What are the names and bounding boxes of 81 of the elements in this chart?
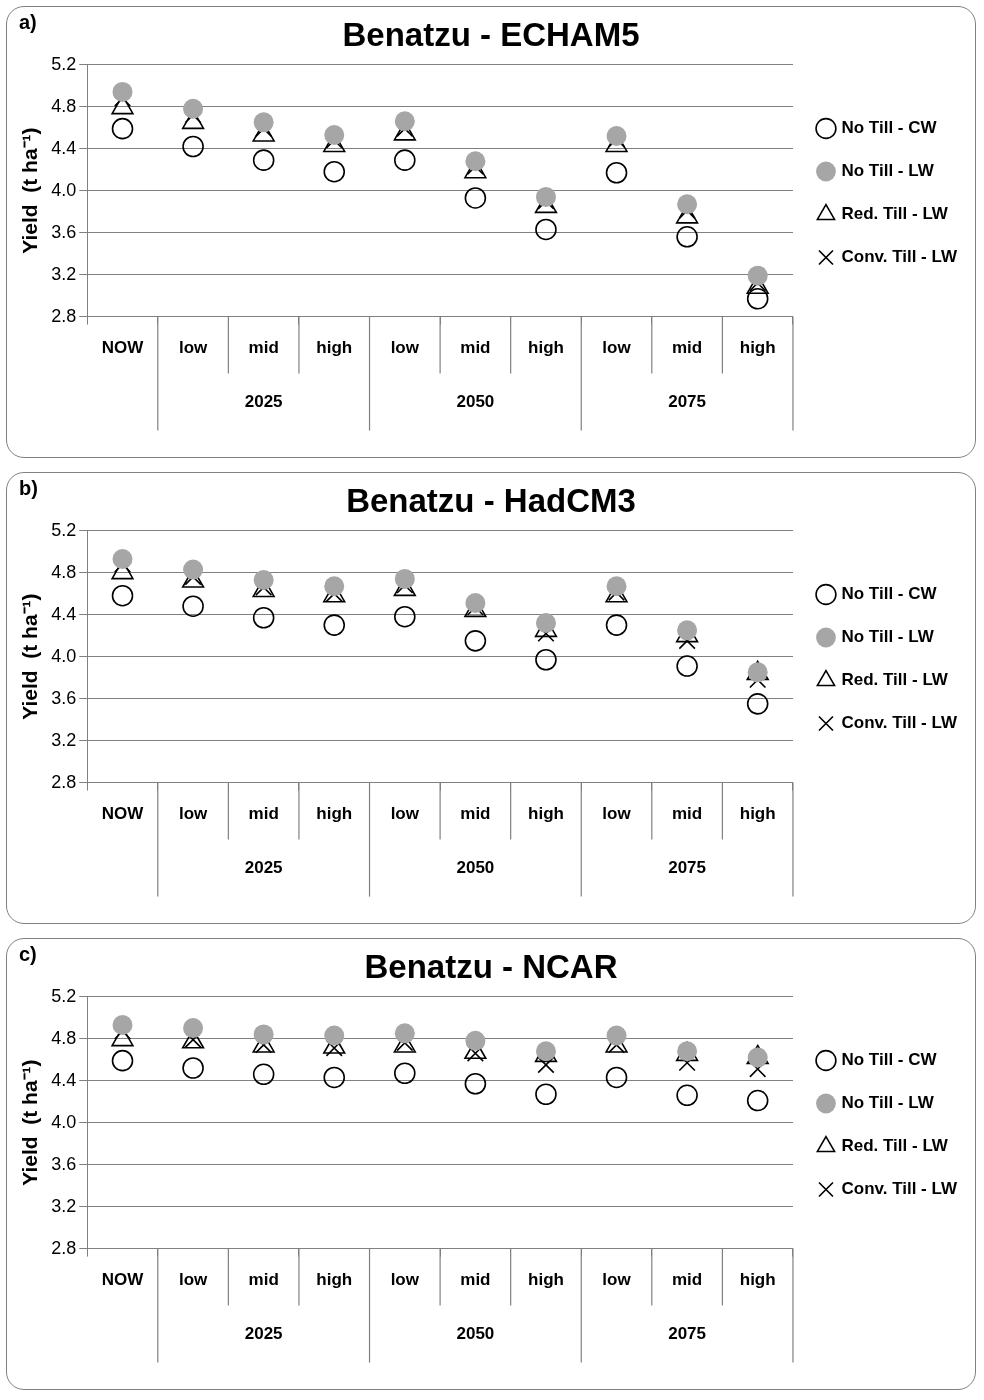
x-tick-label: high <box>316 1270 353 1290</box>
x-tick-label: low <box>178 1270 209 1290</box>
x-tick-label: high <box>316 804 353 824</box>
y-tick-label: 3.6 <box>51 687 77 708</box>
text: a) <box>19 11 37 34</box>
x-tick-label: mid <box>671 1270 703 1290</box>
x-tick-label: low <box>178 804 209 824</box>
x-tick-label: low <box>602 1270 632 1290</box>
text: b) <box>19 477 38 500</box>
legend-label: Conv. Till - LW <box>841 247 958 267</box>
y-tick-label: 3.2 <box>51 729 77 750</box>
y-tick-label: 4.0 <box>51 645 77 666</box>
y-tick-label: 5.2 <box>51 519 77 540</box>
text: c) <box>19 943 37 966</box>
x-tick-label: mid <box>671 804 703 824</box>
legend-label: Red. Till - LW <box>841 1136 949 1156</box>
x-tick-label: mid <box>460 338 491 358</box>
y-axis-title: Yield (t ha⁻¹) <box>18 127 42 254</box>
y-tick-label: 4.4 <box>51 603 77 624</box>
x-tick-label: mid <box>248 804 279 824</box>
text: 2050 <box>456 858 495 878</box>
legend-label: Conv. Till - LW <box>841 713 958 733</box>
x-tick-label: mid <box>460 1270 491 1290</box>
x-tick-label: high <box>316 338 353 358</box>
legend-label: Red. Till - LW <box>841 204 949 224</box>
y-tick-label: 3.2 <box>51 1195 77 1216</box>
text: 2075 <box>668 858 707 878</box>
y-axis-title: Yield (t ha⁻¹) <box>18 593 42 720</box>
x-tick-label: high <box>528 1270 564 1290</box>
legend-label: No Till - LW <box>841 161 935 181</box>
y-tick-label: 4.4 <box>51 137 77 158</box>
chart-title: Benatzu - HadCM3 <box>346 481 636 519</box>
y-tick-label: 2.8 <box>51 305 77 326</box>
x-tick-label: NOW <box>101 1270 145 1290</box>
y-tick-label: 3.2 <box>51 263 77 284</box>
y-tick-label: 4.8 <box>51 561 77 582</box>
text: 2075 <box>668 1324 707 1344</box>
x-tick-label: mid <box>248 338 279 358</box>
chart-title: Benatzu - ECHAM5 <box>342 15 640 53</box>
x-tick-label: low <box>178 338 209 358</box>
x-tick-label: low <box>390 804 420 824</box>
x-tick-label: high <box>739 338 776 358</box>
text: 2025 <box>244 392 283 412</box>
text: 2050 <box>456 392 495 412</box>
text: 2050 <box>456 1324 495 1344</box>
legend-label: No Till - LW <box>841 1093 935 1113</box>
chart-title: Benatzu - NCAR <box>364 947 618 985</box>
x-tick-label: low <box>602 804 632 824</box>
x-tick-label: mid <box>248 1270 279 1290</box>
x-tick-label: mid <box>460 804 491 824</box>
legend-label: No Till - CW <box>841 1050 938 1070</box>
text: 2025 <box>244 858 283 878</box>
y-tick-label: 4.0 <box>51 179 77 200</box>
y-tick-label: 2.8 <box>51 1237 77 1258</box>
x-tick-label: NOW <box>101 804 145 824</box>
legend-label: No Till - LW <box>841 627 935 647</box>
x-tick-label: high <box>528 804 564 824</box>
legend-label: No Till - CW <box>841 584 938 604</box>
y-tick-label: 2.8 <box>51 771 77 792</box>
x-tick-label: low <box>390 1270 420 1290</box>
x-tick-label: mid <box>671 338 703 358</box>
y-tick-label: 3.6 <box>51 221 77 242</box>
x-tick-label: low <box>602 338 632 358</box>
x-tick-label: high <box>528 338 564 358</box>
y-tick-label: 4.0 <box>51 1111 77 1132</box>
legend-label: Red. Till - LW <box>841 670 949 690</box>
text: 2075 <box>668 392 707 412</box>
y-tick-label: 4.8 <box>51 95 77 116</box>
text: 2025 <box>244 1324 283 1344</box>
y-tick-label: 4.4 <box>51 1069 77 1090</box>
x-tick-label: high <box>739 804 776 824</box>
y-axis-title: Yield (t ha⁻¹) <box>18 1059 42 1186</box>
y-tick-label: 4.8 <box>51 1027 77 1048</box>
y-tick-label: 5.2 <box>51 53 77 74</box>
x-tick-label: low <box>390 338 420 358</box>
x-tick-label: high <box>739 1270 776 1290</box>
legend-label: No Till - CW <box>841 118 938 138</box>
legend-label: Conv. Till - LW <box>841 1179 958 1199</box>
x-tick-label: NOW <box>101 338 145 358</box>
y-tick-label: 3.6 <box>51 1153 77 1174</box>
y-tick-label: 5.2 <box>51 985 77 1006</box>
